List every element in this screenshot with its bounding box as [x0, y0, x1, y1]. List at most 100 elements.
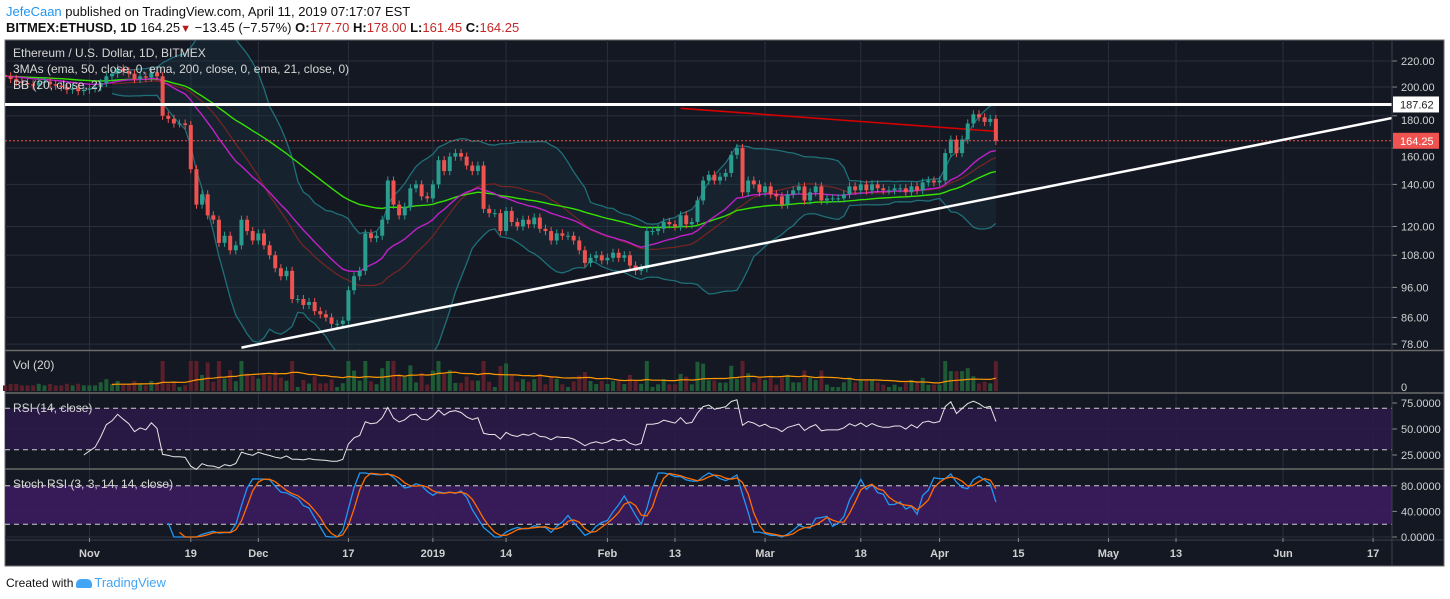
candle[interactable] — [31, 80, 36, 90]
candle[interactable] — [87, 84, 92, 94]
candle[interactable] — [836, 194, 841, 203]
candle[interactable] — [430, 180, 435, 203]
candle[interactable] — [701, 176, 706, 205]
candle[interactable] — [109, 69, 114, 81]
candle[interactable] — [954, 135, 959, 158]
candle[interactable] — [19, 77, 24, 88]
candle[interactable] — [931, 176, 936, 187]
candle[interactable] — [183, 119, 188, 130]
candle[interactable] — [475, 161, 480, 176]
candle[interactable] — [160, 72, 165, 120]
candle[interactable] — [554, 229, 559, 245]
candle[interactable] — [650, 226, 655, 236]
candle[interactable] — [93, 82, 98, 93]
candle[interactable] — [960, 135, 965, 158]
candle[interactable] — [3, 70, 7, 81]
stoch-rsi-legend[interactable]: Stoch RSI (3, 3, 14, 14, close) — [13, 477, 174, 491]
candle[interactable] — [318, 307, 323, 319]
candle[interactable] — [8, 72, 13, 84]
candle[interactable] — [661, 217, 666, 233]
candle[interactable] — [622, 251, 627, 262]
candle[interactable] — [729, 150, 734, 178]
candle[interactable] — [785, 190, 790, 209]
candle[interactable] — [734, 143, 739, 159]
candle[interactable] — [36, 78, 41, 90]
candle[interactable] — [515, 217, 520, 231]
candle[interactable] — [408, 184, 413, 211]
candle[interactable] — [802, 182, 807, 205]
candle[interactable] — [391, 176, 396, 209]
candle[interactable] — [307, 297, 312, 310]
candle[interactable] — [205, 190, 210, 220]
candle[interactable] — [245, 215, 250, 236]
candle[interactable] — [357, 266, 362, 281]
candle[interactable] — [278, 264, 283, 281]
candle[interactable] — [819, 182, 824, 205]
candle[interactable] — [143, 72, 148, 82]
candle[interactable] — [808, 188, 813, 205]
candle[interactable] — [53, 80, 58, 90]
candle[interactable] — [177, 119, 182, 128]
candle[interactable] — [166, 111, 171, 123]
candle[interactable] — [909, 182, 914, 197]
candle[interactable] — [188, 120, 193, 174]
candle[interactable] — [965, 119, 970, 144]
candle[interactable] — [290, 266, 295, 304]
candle[interactable] — [149, 68, 154, 82]
candle[interactable] — [763, 182, 768, 197]
candle[interactable] — [481, 161, 486, 213]
candle[interactable] — [526, 215, 531, 229]
candle[interactable] — [363, 229, 368, 275]
candle[interactable] — [948, 135, 953, 158]
candle[interactable] — [233, 241, 238, 255]
candle[interactable] — [211, 211, 216, 224]
candle[interactable] — [504, 206, 509, 236]
candle[interactable] — [616, 248, 621, 262]
candle[interactable] — [464, 152, 469, 170]
ascending-trendline[interactable] — [241, 116, 1395, 349]
candle[interactable] — [881, 184, 886, 195]
candle[interactable] — [537, 213, 542, 233]
candle[interactable] — [813, 182, 818, 197]
candle[interactable] — [64, 82, 69, 94]
candle[interactable] — [915, 182, 920, 195]
candle[interactable] — [549, 226, 554, 245]
candle[interactable] — [380, 215, 385, 240]
candle[interactable] — [436, 156, 441, 189]
mas-legend[interactable]: 3MAs (ema, 50, close, 0, ema, 200, close… — [13, 62, 350, 76]
candle[interactable] — [543, 224, 548, 236]
candle[interactable] — [757, 180, 762, 197]
candle[interactable] — [138, 72, 143, 84]
candle[interactable] — [830, 194, 835, 203]
candle[interactable] — [740, 143, 745, 197]
candle[interactable] — [520, 215, 525, 231]
candle[interactable] — [644, 226, 649, 273]
candle[interactable] — [335, 319, 340, 328]
candle[interactable] — [402, 202, 407, 220]
candle[interactable] — [886, 186, 891, 195]
candle[interactable] — [993, 114, 998, 145]
candle[interactable] — [672, 220, 677, 231]
candle[interactable] — [368, 229, 373, 243]
candle[interactable] — [582, 246, 587, 268]
candle[interactable] — [81, 85, 86, 96]
candle[interactable] — [352, 272, 357, 295]
candle[interactable] — [98, 78, 103, 92]
candle[interactable] — [126, 67, 131, 78]
candle[interactable] — [340, 316, 345, 328]
candle[interactable] — [346, 286, 351, 325]
candle[interactable] — [442, 156, 447, 176]
candle[interactable] — [937, 176, 942, 187]
candle[interactable] — [718, 172, 723, 185]
candle[interactable] — [419, 180, 424, 201]
candle[interactable] — [132, 69, 137, 84]
candle[interactable] — [982, 113, 987, 127]
candle[interactable] — [323, 310, 328, 322]
candle[interactable] — [706, 170, 711, 185]
candle[interactable] — [560, 229, 565, 240]
candle[interactable] — [76, 84, 81, 96]
candle[interactable] — [971, 110, 976, 128]
candle[interactable] — [920, 178, 925, 195]
volume-legend[interactable]: Vol (20) — [13, 358, 55, 372]
